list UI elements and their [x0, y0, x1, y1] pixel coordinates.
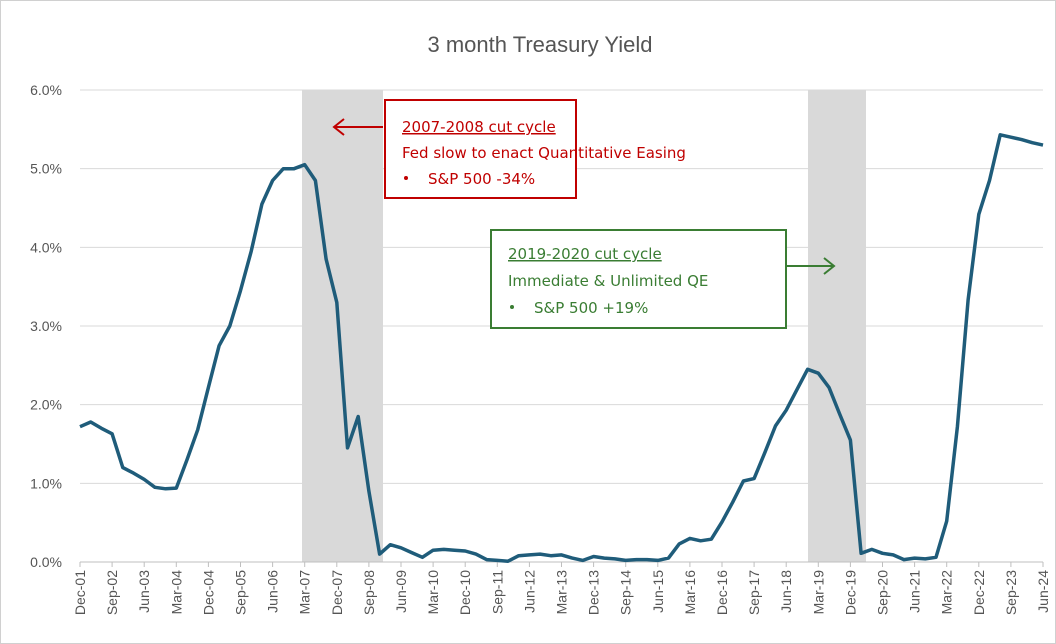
annotation-title: 2019-2020 cut cycle [508, 245, 662, 263]
x-tick-label: Mar-16 [682, 570, 698, 615]
x-tick-label: Sep-14 [618, 570, 634, 615]
annotation-bullet: S&P 500 -34% [428, 170, 535, 188]
x-tick-label: Mar-07 [297, 570, 313, 615]
y-tick-label: 3.0% [30, 318, 62, 334]
y-tick-label: 5.0% [30, 161, 62, 177]
x-tick-label: Jun-21 [907, 570, 923, 613]
x-tick-label: Jun-06 [265, 570, 281, 613]
x-tick-label: Dec-16 [714, 570, 730, 615]
x-tick-label: Dec-19 [842, 570, 858, 615]
x-tick-label: Sep-02 [104, 570, 120, 615]
x-tick-label: Mar-22 [939, 570, 955, 615]
y-tick-label: 4.0% [30, 239, 62, 255]
x-tick-label: Mar-13 [554, 570, 570, 615]
annotation-bullet: S&P 500 +19% [534, 299, 648, 317]
arrow-head [823, 257, 836, 275]
x-tick-label: Sep-08 [361, 570, 377, 615]
bullet [510, 305, 514, 309]
x-tick-label: Jun-18 [778, 570, 794, 613]
x-tick-label: Jun-12 [521, 570, 537, 613]
x-tick-label: Mar-10 [425, 570, 441, 615]
y-tick-label: 1.0% [30, 475, 62, 491]
x-tick-label: Sep-05 [233, 570, 249, 615]
bullet [404, 176, 408, 180]
x-tick-label: Jun-15 [650, 570, 666, 613]
y-tick-label: 2.0% [30, 397, 62, 413]
chart-title: 3 month Treasury Yield [427, 32, 652, 57]
x-tick-label: Mar-04 [168, 570, 184, 615]
line [79, 133, 1044, 563]
annotation-box [490, 229, 787, 329]
annotation-box [384, 99, 577, 199]
x-tick-label: Jun-03 [136, 570, 152, 613]
x-tick-label: Dec-07 [329, 570, 345, 615]
annotation-text: Fed slow to enact Quantitative Easing [402, 144, 686, 162]
x-tick-label: Dec-01 [72, 570, 88, 615]
x-tick-label: Sep-11 [489, 570, 505, 614]
x-tick-label: Dec-22 [971, 570, 987, 615]
x-tick-label: Sep-20 [875, 570, 891, 615]
x-tick-label: Dec-10 [457, 570, 473, 615]
x-tick-label: Sep-17 [746, 570, 762, 615]
y-tick-label: 0.0% [30, 554, 62, 570]
arrow-head [332, 118, 345, 136]
y-tick-label: 6.0% [30, 82, 62, 98]
plot [79, 133, 1044, 563]
x-tick-label: Mar-19 [810, 570, 826, 615]
annotation-text: Immediate & Unlimited QE [508, 272, 708, 290]
x-tick-label: Dec-04 [200, 570, 216, 615]
x-tick-label: Jun-24 [1035, 570, 1051, 613]
x-tick-label: Jun-09 [393, 570, 409, 613]
annotation-title: 2007-2008 cut cycle [402, 118, 556, 136]
x-tick-label: Sep-23 [1003, 570, 1019, 615]
x-tick-label: Dec-13 [586, 570, 602, 615]
